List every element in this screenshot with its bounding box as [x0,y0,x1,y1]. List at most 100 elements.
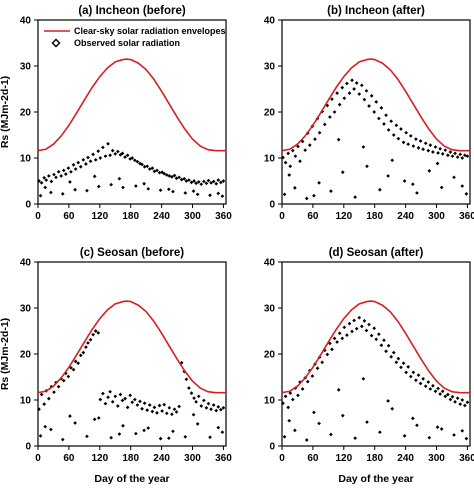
observed-point [103,401,108,406]
observed-point [92,417,97,422]
x-tick-label: 180 [366,211,383,222]
legend-envelope-label: Clear-sky solar radiation envelopes [74,26,226,36]
observed-point [189,391,194,395]
observed-point [460,398,465,402]
observed-point [195,422,200,426]
observed-point [446,153,450,158]
observed-point [96,184,101,189]
observed-point [150,409,155,414]
observed-point [208,193,212,198]
observed-point [152,405,157,410]
observed-point [287,173,292,177]
observed-point [427,169,432,173]
observed-point [406,365,411,369]
observed-point [191,189,196,193]
observed-point [382,338,386,343]
observed-point [428,387,433,391]
observed-point [93,158,98,162]
panel-title: (d) Seosan (after) [329,247,424,259]
x-tick-label: 120 [335,453,352,464]
observed-point [402,179,407,183]
x-tick-label: 60 [63,453,75,464]
observed-point [93,329,98,333]
y-tick-label: 10 [20,396,32,407]
observed-point [150,166,155,170]
observed-point [42,175,47,180]
observed-point [125,405,130,410]
y-tick-label: 40 [20,16,32,27]
observed-point [361,145,366,149]
observed-point [73,359,78,364]
observed-point [183,434,188,439]
observed-point [42,402,47,406]
observed-point [69,169,73,174]
observed-point [315,366,320,371]
observed-point [396,136,401,141]
observed-point [364,89,369,93]
observed-point [214,181,219,186]
panel-incheon-after: (b) Incheon (after) 0 60 120 180 240 300 360 0 10… [264,5,474,222]
observed-point [115,404,120,408]
observed-point [281,155,285,160]
x-tick-label: 120 [335,211,352,222]
observed-point [378,187,382,192]
observed-point [384,113,388,118]
observed-point [428,143,433,147]
observed-point [194,400,198,404]
observed-point [411,370,416,375]
observed-point [336,137,341,142]
legend-observed-label: Observed solar radiation [74,38,180,48]
observed-point [196,180,201,184]
observed-point [460,156,465,160]
observed-point [208,435,212,440]
observed-point [211,179,216,184]
observed-point [220,194,225,199]
observed-point [128,393,133,398]
observed-point [345,333,349,337]
observed-point [443,148,448,153]
observed-point [81,158,86,162]
x-tick-label: 0 [35,211,41,222]
observed-point [174,410,179,414]
observed-point [450,154,455,158]
observed-point [453,400,457,404]
observed-point [296,144,300,149]
observed-point [106,395,110,400]
observed-point [448,397,453,402]
y-tick-label: 20 [20,108,32,119]
observed-point [92,174,97,179]
observed-point [101,145,105,150]
observed-point [364,328,369,333]
observed-point [142,401,147,406]
observed-point [202,179,206,184]
observed-point [330,97,334,101]
y-tick-label: 0 [25,442,31,453]
observed-point [296,393,300,398]
observed-point [132,158,137,163]
y-axis-label: Rs (MJm-2d-1) [0,318,11,390]
x-tick-label: 180 [122,211,139,222]
observed-point [43,185,48,190]
observed-point [81,350,86,355]
x-tick-label: 0 [279,453,285,464]
observed-point [455,155,460,159]
observed-point [317,181,321,185]
observed-point [54,175,58,180]
observed-point [439,427,444,431]
observed-point [436,386,440,391]
panel-seosan-before: (c) Seosan (before) 0 60 120 180 240 300 360 0 10… [0,247,232,485]
observed-point [394,360,399,365]
observed-point [76,160,81,165]
observed-point [391,133,396,137]
observed-point [361,377,366,381]
observed-point [317,130,322,135]
observed-point [362,97,367,102]
observed-point [312,193,316,198]
observed-point [352,318,356,323]
observed-point [216,191,221,196]
observed-point [404,130,408,135]
observed-point [329,432,333,437]
observed-point [117,176,122,181]
observed-point [353,195,357,199]
observed-point [206,401,211,406]
